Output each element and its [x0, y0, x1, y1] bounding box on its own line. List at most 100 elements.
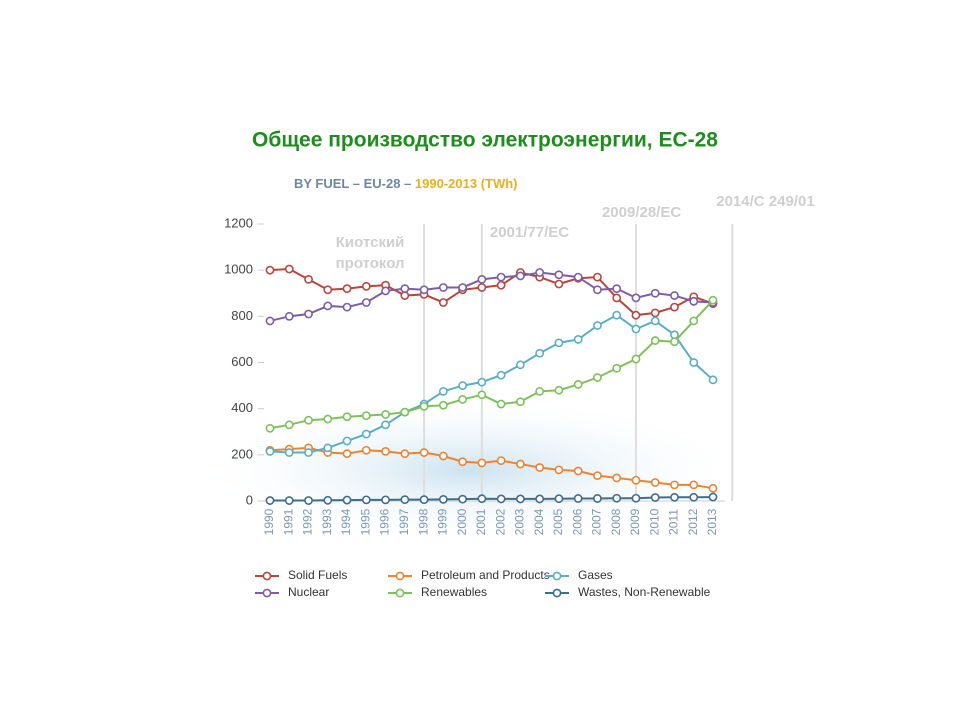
point — [612, 310, 622, 320]
point — [535, 386, 545, 396]
legend-swatch-marker — [395, 588, 405, 598]
point — [496, 456, 506, 466]
point — [670, 302, 679, 312]
point — [612, 473, 622, 483]
point — [573, 272, 583, 282]
point — [515, 360, 525, 370]
point — [650, 478, 660, 487]
legend-swatch-marker — [395, 571, 405, 581]
x-tick-label: 2011 — [667, 509, 681, 535]
point — [458, 381, 468, 390]
point — [477, 494, 487, 504]
point — [284, 311, 294, 321]
point — [689, 480, 699, 490]
point — [323, 301, 333, 311]
point — [554, 338, 564, 348]
point — [284, 496, 294, 505]
point — [381, 495, 390, 505]
x-tick-label: 1996 — [378, 508, 392, 535]
point — [284, 264, 294, 274]
point — [265, 446, 275, 456]
y-tick-label: 600 — [231, 354, 253, 369]
subtitle-period: 1990-2013 (TWh) — [415, 176, 518, 191]
background-glow — [190, 395, 750, 545]
x-tick-label: 1994 — [339, 508, 353, 535]
point — [323, 443, 333, 453]
point — [400, 449, 410, 459]
point — [593, 494, 602, 503]
point — [400, 284, 410, 294]
series-line — [269, 267, 714, 317]
point — [265, 423, 275, 433]
annotation-label: 2001/77/EC — [490, 224, 569, 241]
legend-label: Petroleum and Products — [421, 568, 550, 582]
point — [400, 291, 410, 300]
y-tick-label: 1200 — [224, 215, 253, 230]
point — [535, 463, 545, 472]
y-tick-label: 0 — [246, 492, 253, 507]
legend-swatch-marker — [262, 571, 272, 581]
legend-label: Wastes, Non-Renewable — [578, 585, 711, 599]
x-tick-label: 2004 — [532, 508, 546, 535]
point — [612, 293, 622, 303]
point — [670, 492, 679, 502]
point — [419, 401, 429, 411]
point — [458, 494, 468, 504]
point — [284, 420, 294, 430]
point — [650, 288, 660, 298]
point — [650, 493, 660, 502]
point — [284, 448, 294, 457]
point — [573, 494, 583, 503]
point — [708, 295, 718, 305]
point — [438, 386, 448, 396]
point — [361, 411, 371, 420]
x-tick-label: 1991 — [281, 508, 295, 535]
point — [265, 265, 275, 275]
point — [361, 281, 371, 291]
legend-label: Gases — [578, 568, 613, 582]
x-tick-label: 2006 — [570, 508, 584, 535]
point — [650, 316, 660, 326]
x-tick-label: 2010 — [647, 508, 661, 535]
legend-label: Solid Fuels — [288, 568, 347, 582]
point — [670, 291, 679, 300]
annotation-label: Киотский — [336, 234, 405, 251]
x-tick-label: 1993 — [320, 508, 334, 535]
legend-swatch-marker — [262, 588, 272, 598]
point — [381, 420, 390, 430]
point — [670, 330, 679, 340]
x-tick-label: 2003 — [513, 508, 527, 535]
x-tick-label: 2000 — [455, 508, 469, 535]
x-tick-label: 2009 — [628, 508, 642, 535]
x-tick-label: 1990 — [262, 508, 276, 535]
point — [265, 496, 275, 505]
point — [342, 449, 352, 459]
x-tick-label: 1992 — [301, 508, 315, 535]
x-tick-label: 2002 — [493, 508, 507, 535]
point — [381, 286, 390, 296]
point — [342, 284, 352, 294]
point — [304, 415, 313, 425]
point — [438, 400, 448, 410]
legend-swatch-marker — [552, 571, 562, 581]
point — [304, 496, 313, 505]
point — [631, 354, 641, 364]
point — [438, 451, 448, 461]
point — [573, 335, 583, 344]
point — [381, 446, 390, 456]
point — [593, 321, 602, 330]
point — [689, 296, 699, 306]
point — [573, 466, 583, 476]
point — [496, 272, 506, 282]
point — [689, 492, 699, 502]
point — [458, 457, 468, 467]
point — [419, 448, 429, 457]
point — [361, 495, 371, 505]
point — [593, 471, 602, 481]
point — [342, 302, 352, 312]
point — [361, 429, 371, 439]
point — [477, 390, 487, 400]
point — [477, 377, 487, 387]
y-tick-label: 1000 — [224, 262, 253, 277]
